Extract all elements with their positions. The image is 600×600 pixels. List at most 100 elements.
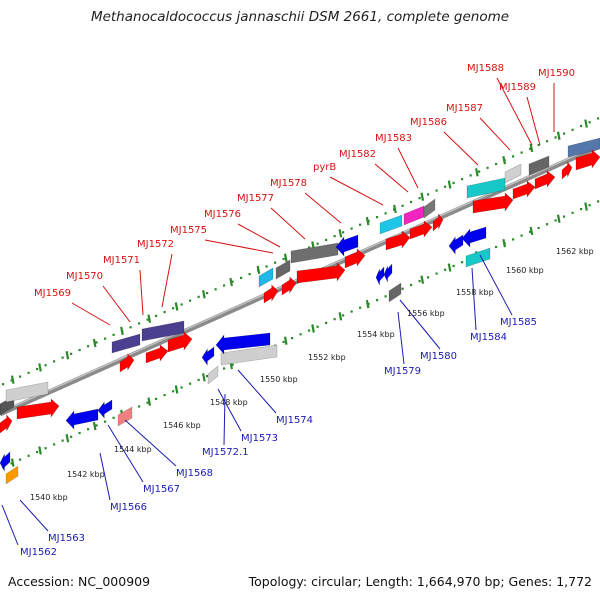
upper-major-tick [10,375,15,384]
leader-line [399,299,441,350]
lower-tick-dot [104,420,107,423]
upper-tick-dot [248,273,251,276]
leader-line [1,504,19,546]
upper-major-tick [283,253,288,262]
gene-label-top: MJ1570 [66,271,103,282]
lower-major-tick [283,336,288,345]
upper-major-tick [202,290,206,299]
lower-tick-dot [231,363,234,366]
genome-summary: Topology: circular; Length: 1,664,970 bp… [248,574,592,589]
lower-major-tick [311,324,315,333]
gene-labels: 1540 kbp 1542 kbp 1544 kbp 1546 kbp 1548 kbp… [20,63,594,558]
upper-tick-dot [172,307,175,310]
leader-line [397,311,405,365]
lower-tick-dot [461,261,464,264]
gene-label-top: MJ1577 [237,193,274,204]
reverse-cds-arrow [97,399,113,419]
scale-label: 1540 kbp [30,493,68,502]
upper-major-tick [475,168,479,177]
upper-tick-dot [410,200,413,204]
lower-tick-dot [95,424,98,427]
reverse-cds-arrow [448,234,464,255]
upper-tick-dot [53,360,56,363]
gene-box [290,242,339,264]
leader-line [496,77,533,146]
forward-cds-arrow [296,262,346,284]
lower-major-tick [38,446,42,455]
lower-tick-dot [571,211,574,214]
lower-tick-dot [78,431,81,435]
upper-major-tick [92,338,97,348]
upper-tick-dot [546,140,549,143]
lower-tick-dot [87,428,90,431]
leader-line [329,176,384,206]
gene-box [466,177,506,199]
lower-tick-dot [588,204,591,207]
leader-line [526,96,541,146]
lower-major-tick [147,397,152,406]
gene-box [111,333,141,354]
upper-major-tick [584,119,588,128]
lower-major-tick [10,458,15,467]
lower-tick-dot [537,226,540,230]
gene-features [0,137,600,485]
upper-tick-dot [384,212,387,215]
upper-tick-dot [461,178,464,181]
gene-label-top: MJ1571 [103,255,140,266]
leader-line [374,163,409,193]
leader-line [102,285,131,323]
lower-tick-dot [27,454,30,457]
lower-tick-dot [180,386,183,389]
upper-major-tick [447,180,452,189]
upper-tick-dot [104,337,107,340]
leader-line [71,302,111,326]
upper-tick-dot [10,379,13,382]
gene-label-top: MJ1590 [538,68,575,79]
lower-tick-dot [282,340,285,344]
leader-line [270,207,306,240]
scale-label: 1562 kbp [556,247,594,256]
leader-line [471,267,477,331]
upper-tick-dot [61,356,64,359]
upper-tick-dot [282,257,285,261]
lower-tick-dot [444,268,447,271]
reverse-cds-arrow [375,266,385,286]
upper-tick-dot [223,284,226,287]
gene-label-top: MJ1588 [467,63,504,74]
gene-label-top: MJ1589 [499,82,536,93]
upper-major-tick [502,155,506,165]
upper-tick-dot [95,341,98,344]
upper-tick-dot [554,136,557,139]
upper-tick-dot [350,227,353,230]
gene-box [207,365,219,385]
upper-major-tick [120,326,124,336]
upper-tick-dot [588,121,591,124]
leader-line [161,253,173,308]
forward-cds-arrow [263,284,279,304]
forward-cds-arrow [16,398,60,420]
scale-label: 1556 kbp [407,309,445,318]
lower-major-tick [584,202,588,211]
upper-tick-dot [359,223,362,226]
lower-tick-dot [10,462,13,465]
scale-label: 1542 kbp [67,470,105,479]
reverse-cds-arrow [201,346,215,366]
leader-line [397,147,419,189]
lower-tick-dot [512,238,515,241]
upper-major-tick [393,204,397,214]
upper-tick-dot [214,288,217,291]
lower-major-tick [174,385,179,394]
forward-cds-arrow [167,331,193,353]
scale-ticks [2,117,600,469]
upper-tick-dot [444,185,447,188]
gene-box [258,267,274,288]
gene-label-bottom: MJ1568 [176,468,213,479]
scale-label: 1550 kbp [260,375,298,384]
upper-tick-dot [452,181,455,185]
lower-major-tick [202,373,206,382]
lower-major-tick [92,421,97,431]
scale-label: 1554 kbp [357,330,395,339]
upper-tick-dot [427,193,430,196]
lower-tick-dot [546,223,549,226]
upper-major-tick [38,363,42,372]
